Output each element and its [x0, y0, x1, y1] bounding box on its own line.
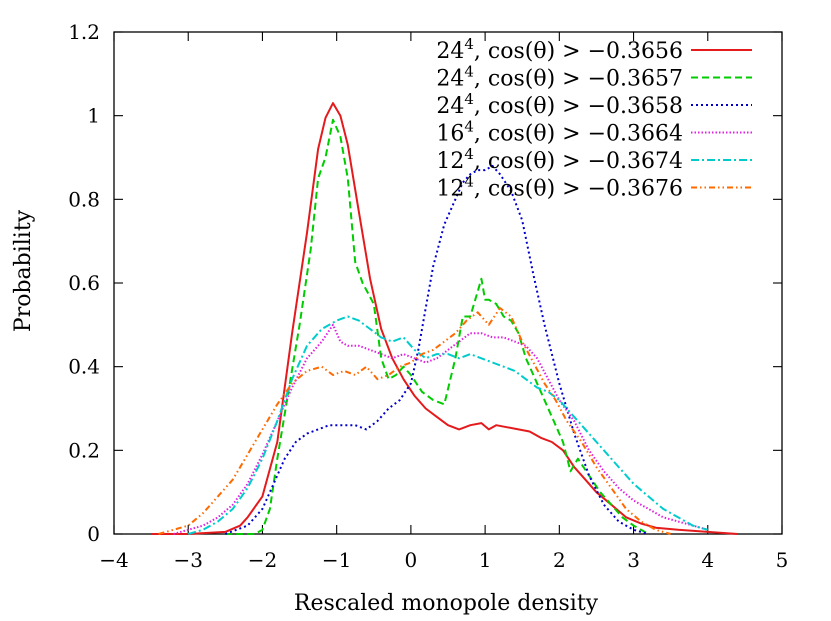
legend-label-rest: , cos(θ) > −0.3657 [474, 67, 683, 92]
legend-label-rest: , cos(θ) > −0.3664 [474, 122, 683, 147]
y-tick-label: 0 [87, 522, 100, 546]
legend-label-exponent: 4 [464, 145, 474, 163]
legend-label: 244, cos(θ) > −0.3658 [436, 90, 683, 119]
legend-item: 164, cos(θ) > −0.3664 [436, 118, 752, 147]
legend-label-rest: , cos(θ) > −0.3674 [474, 149, 683, 174]
y-tick-label: 1.2 [68, 20, 100, 44]
x-tick-label: 2 [553, 548, 566, 572]
x-tick-label: −3 [173, 548, 202, 572]
legend-label-exponent: 4 [464, 118, 474, 136]
series-line-1 [151, 102, 738, 535]
legend-label-exponent: 4 [464, 63, 474, 81]
series-line-6 [158, 307, 671, 535]
y-tick-label: 0.6 [68, 271, 100, 295]
x-tick-label: 3 [627, 548, 640, 572]
legend-label-exponent: 4 [464, 90, 474, 108]
legend-label: 164, cos(θ) > −0.3664 [436, 118, 683, 147]
series-line-3 [224, 164, 649, 535]
legend-label-exponent: 4 [464, 35, 474, 53]
legend-label-base: 16 [436, 122, 464, 147]
x-axis-label: Rescaled monopole density [294, 591, 599, 616]
legend-label-base: 24 [436, 67, 464, 92]
legend-item: 124, cos(θ) > −0.3674 [436, 145, 752, 174]
legend-item: 244, cos(θ) > −0.3657 [436, 63, 752, 92]
legend-label-base: 24 [436, 39, 464, 64]
x-tick-label: 1 [479, 548, 492, 572]
y-tick-label: 1 [87, 104, 100, 128]
x-tick-label: 5 [776, 548, 789, 572]
series-line-2 [225, 118, 649, 535]
legend-label: 244, cos(θ) > −0.3656 [436, 35, 683, 64]
x-tick-label: −4 [99, 548, 128, 572]
legend-item: 244, cos(θ) > −0.3656 [436, 35, 752, 64]
series-line-5 [187, 315, 709, 535]
y-tick-label: 0.2 [68, 438, 100, 462]
legend-label-rest: , cos(θ) > −0.3658 [474, 94, 683, 119]
series-line-4 [173, 323, 709, 535]
legend-item: 124, cos(θ) > −0.3676 [436, 173, 752, 202]
x-tick-label: −2 [248, 548, 277, 572]
legend-label-rest: , cos(θ) > −0.3656 [474, 39, 683, 64]
legend-item: 244, cos(θ) > −0.3658 [436, 90, 752, 119]
x-tick-label: 0 [405, 548, 418, 572]
legend-label-base: 12 [436, 177, 464, 202]
legend-label-base: 12 [436, 149, 464, 174]
legend-label: 124, cos(θ) > −0.3676 [436, 173, 683, 202]
legend-label-exponent: 4 [464, 173, 474, 191]
legend-label-base: 24 [436, 94, 464, 119]
y-tick-label: 0.8 [68, 187, 100, 211]
legend-label-rest: , cos(θ) > −0.3676 [474, 177, 683, 202]
legend-label: 124, cos(θ) > −0.3674 [436, 145, 683, 174]
x-tick-label: −1 [322, 548, 351, 572]
y-axis-label: Probability [11, 209, 36, 332]
y-tick-label: 0.4 [68, 355, 100, 379]
legend-label: 244, cos(θ) > −0.3657 [436, 63, 683, 92]
x-tick-label: 4 [701, 548, 714, 572]
